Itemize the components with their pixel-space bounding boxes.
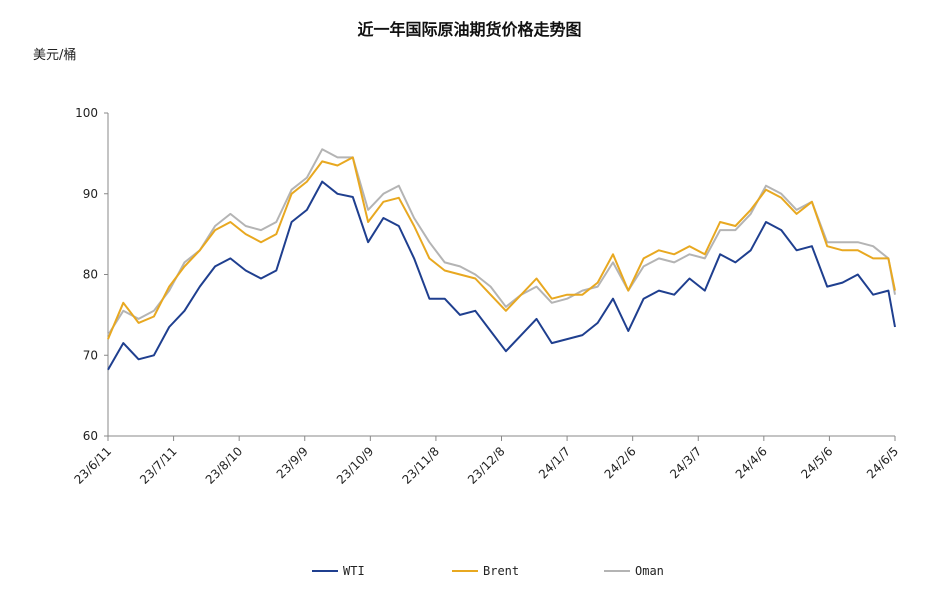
series-line-brent (107, 156, 896, 340)
x-tick-label: 23/12/8 (465, 444, 508, 487)
x-tick-label: 23/9/9 (274, 444, 311, 481)
x-tick-label: 24/3/7 (667, 444, 704, 481)
y-tick-label: 70 (83, 348, 98, 362)
series-line-oman (107, 148, 896, 336)
x-tick-label: 23/8/10 (203, 444, 246, 487)
x-tick-label: 23/11/8 (399, 444, 442, 487)
y-tick-label: 100 (75, 106, 98, 120)
x-tick-label: 23/10/9 (334, 444, 377, 487)
legend-label-wti: WTI (343, 564, 365, 578)
y-tick-label: 80 (83, 268, 98, 282)
y-axis-unit: 美元/桶 (33, 48, 77, 63)
x-tick-label: 24/5/6 (798, 444, 835, 481)
y-tick-label: 60 (83, 429, 98, 443)
series-line-wti (107, 180, 896, 371)
x-tick-label: 24/2/6 (602, 444, 639, 481)
legend-label-oman: Oman (635, 564, 664, 578)
x-tick-label: 24/6/5 (864, 444, 901, 481)
x-tick-label: 23/6/11 (72, 444, 115, 487)
x-tick-label: 24/4/6 (733, 444, 770, 481)
x-tick-label: 23/7/11 (137, 444, 180, 487)
x-tick-label: 24/1/7 (536, 444, 573, 481)
y-tick-label: 90 (83, 187, 98, 201)
legend-label-brent: Brent (483, 564, 519, 578)
chart-title: 近一年国际原油期货价格走势图 (357, 20, 582, 39)
